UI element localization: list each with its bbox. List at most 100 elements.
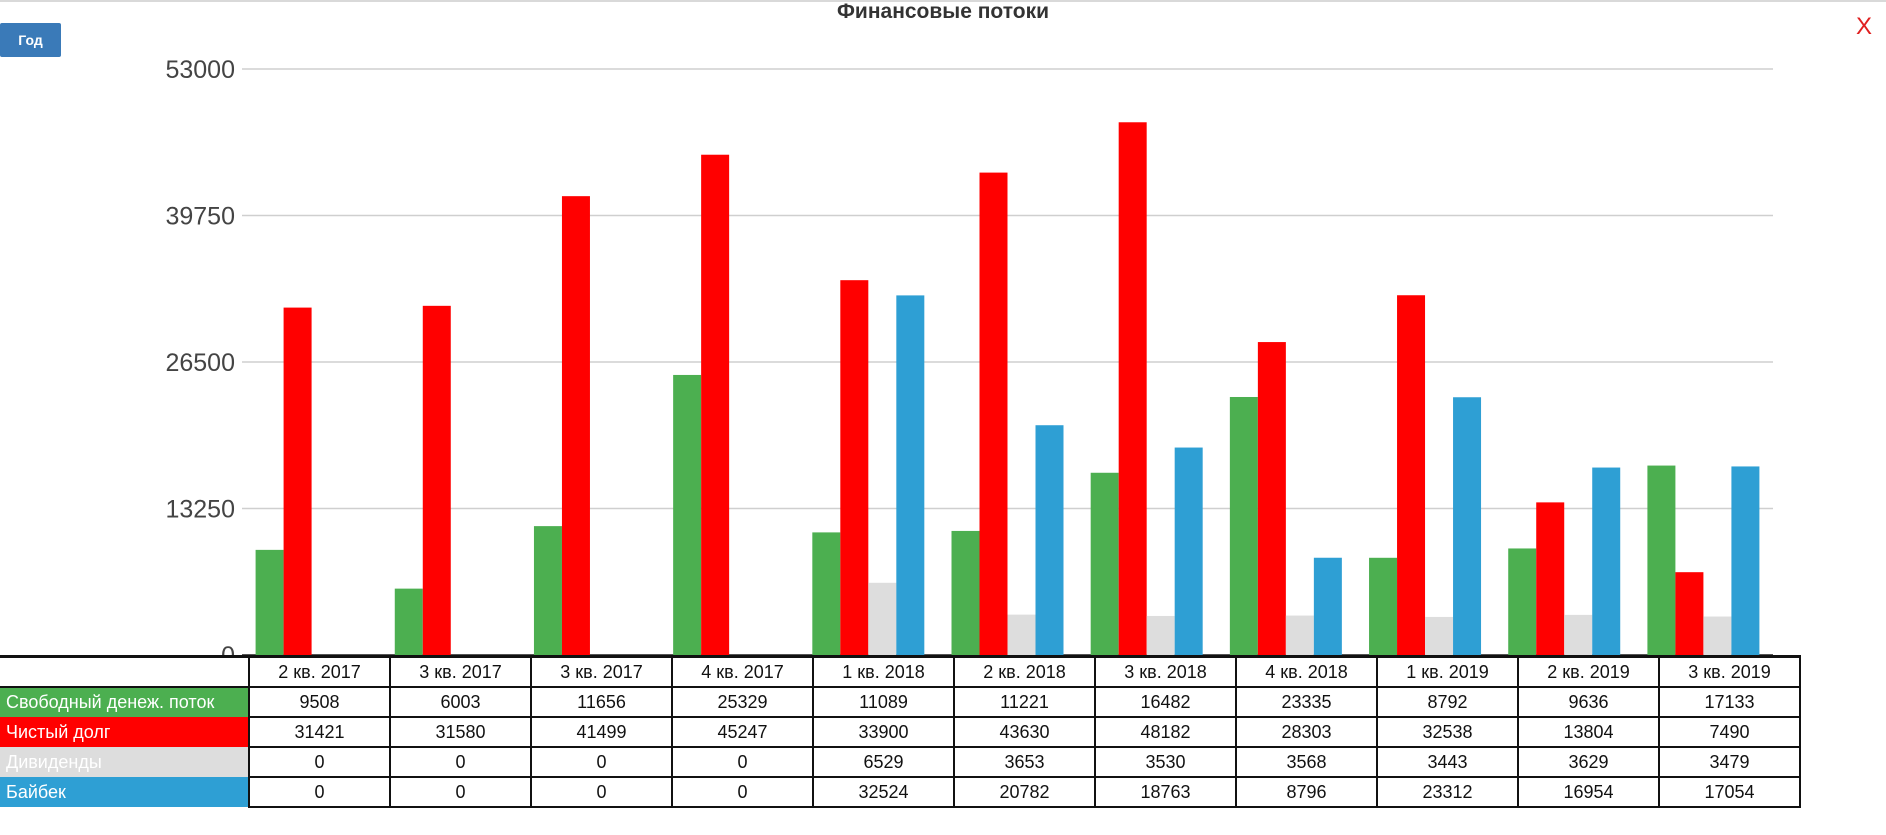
data-label: 16954 [1517,776,1660,808]
data-label: 3653 [953,746,1096,778]
category-label: 4 кв. 2018 [1235,655,1378,688]
data-label: 23312 [1376,776,1519,808]
bar [255,549,284,655]
data-label: 17054 [1658,776,1801,808]
category-label: 3 кв. 2017 [530,655,673,688]
category-label: 1 кв. 2018 [812,655,955,688]
y-tick-label: 13250 [165,496,235,524]
data-label: 3479 [1658,746,1801,778]
data-label: 33900 [812,716,955,748]
bar [1146,615,1175,655]
category-label: 2 кв. 2018 [953,655,1096,688]
bar [1118,122,1147,656]
bar [840,280,869,655]
data-label: 7490 [1658,716,1801,748]
data-label: 28303 [1235,716,1378,748]
data-table: 2 кв. 2017 3 кв. 2017 3 кв. 2017 4 кв. 2017… [0,655,1801,808]
bar [1675,572,1704,655]
series-name: Свободный денеж. поток [0,687,249,717]
bar [1536,502,1565,655]
bar [1647,465,1676,655]
data-label: 0 [248,746,391,778]
data-label: 0 [530,776,673,808]
data-label: 17133 [1658,686,1801,718]
bar [1285,615,1314,655]
data-label: 20782 [953,776,1096,808]
table-row: Чистый долг 31421 31580 41499 45247 33900 4363… [0,716,1801,748]
data-label: 32538 [1376,716,1519,748]
bar [1703,616,1732,655]
bar [1369,557,1398,655]
y-axis: 0 13250 26500 39750 53000 [165,56,235,660]
data-label: 48182 [1094,716,1237,748]
bar [1257,342,1286,655]
data-label: 8796 [1235,776,1378,808]
data-label: 8792 [1376,686,1519,718]
bar [561,196,590,656]
category-label: 3 кв. 2017 [389,655,532,688]
bar [1592,467,1621,655]
data-label: 31421 [248,716,391,748]
data-label: 3530 [1094,746,1237,778]
close-button[interactable]: X [1856,13,1873,40]
category-label: 4 кв. 2017 [671,655,814,688]
data-label: 9636 [1517,686,1660,718]
data-label: 32524 [812,776,955,808]
data-label: 6003 [389,686,532,718]
table-header-row: 2 кв. 2017 3 кв. 2017 3 кв. 2017 4 кв. 2017… [0,655,1801,688]
data-label: 0 [671,746,814,778]
category-label: 3 кв. 2018 [1094,655,1237,688]
y-tick-label: 0 [221,642,235,660]
data-label: 3629 [1517,746,1660,778]
series-name: Дивиденды [0,747,249,777]
bar [1397,295,1426,655]
table-row: Свободный денеж. поток 9508 6003 11656 25329… [0,686,1801,718]
bar [979,172,1008,655]
data-label: 23335 [1235,686,1378,718]
bar [896,295,925,655]
bar [394,588,423,655]
y-tick-label: 53000 [165,56,235,84]
bar [812,532,841,655]
data-label: 11656 [530,686,673,718]
data-label: 13804 [1517,716,1660,748]
bar [1007,614,1036,655]
chart-title: Финансовые потоки [837,0,1049,23]
data-label: 25329 [671,686,814,718]
top-border [0,0,1886,2]
series-name: Байбек [0,777,249,807]
bar [1090,472,1119,655]
y-tick-label: 26500 [165,349,235,377]
data-label: 45247 [671,716,814,748]
category-label: 2 кв. 2017 [248,655,391,688]
data-label: 3443 [1376,746,1519,778]
bar [1564,614,1593,655]
year-button[interactable]: Год [0,23,61,57]
bar [1508,548,1537,655]
bar [701,154,730,655]
bar [1035,425,1064,655]
data-label: 43630 [953,716,1096,748]
bar [868,582,897,655]
data-label: 3568 [1235,746,1378,778]
bar [283,307,312,655]
bar [1425,616,1454,655]
data-label: 9508 [248,686,391,718]
table-corner [0,655,249,688]
category-label: 1 кв. 2019 [1376,655,1519,688]
data-label: 0 [389,746,532,778]
table-row: Байбек 0 0 0 0 32524 20782 18763 8796 23312 16954 1… [0,776,1801,808]
data-label: 6529 [812,746,955,778]
table-row: Дивиденды 0 0 0 0 6529 3653 3530 3568 3443 3629 347… [0,746,1801,778]
data-label: 0 [530,746,673,778]
data-label: 11089 [812,686,955,718]
y-tick-label: 39750 [165,203,235,231]
data-label: 41499 [530,716,673,748]
bar [1731,466,1760,655]
bars [255,122,1760,656]
bar [422,305,451,655]
category-label: 3 кв. 2019 [1658,655,1801,688]
bar [1229,396,1258,655]
bar [1313,557,1342,655]
data-label: 0 [671,776,814,808]
